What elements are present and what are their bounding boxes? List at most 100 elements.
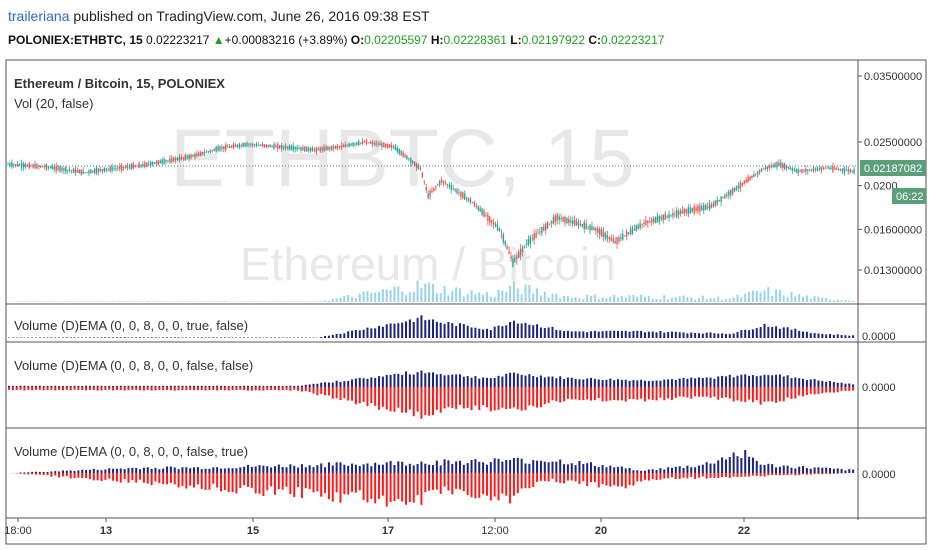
candle-body	[467, 197, 470, 202]
dema-3-bar-positive	[832, 468, 835, 473]
dema-2-bar-negative	[790, 387, 793, 399]
dema-3-bar-positive	[674, 466, 677, 473]
dema-3-bar-positive	[193, 467, 196, 473]
candle-body	[568, 219, 570, 223]
volume-bar	[647, 296, 650, 302]
dema-1-bar	[489, 330, 492, 338]
candle-body	[15, 163, 17, 166]
candle-body	[433, 187, 435, 191]
dema-3-bar-positive	[852, 469, 855, 473]
dema-1-bar	[297, 337, 300, 338]
dema-2-bar-negative	[131, 387, 134, 390]
dema-1-bar	[146, 337, 149, 338]
dema-1-bar	[100, 337, 103, 338]
dema-2-bar-positive	[578, 379, 581, 387]
candle-body	[437, 184, 439, 186]
dema-3-bar-positive	[470, 459, 473, 473]
dema-2-bar-positive	[790, 378, 793, 387]
candle-body	[9, 163, 11, 166]
dema-1-bar	[115, 337, 118, 338]
author-link[interactable]: traileriana	[8, 8, 70, 24]
candle-body	[610, 238, 612, 241]
dema-2-bar-negative	[551, 387, 554, 401]
dema-2-bar-negative	[470, 387, 473, 411]
candle-body	[173, 157, 175, 162]
candle-body	[641, 224, 643, 226]
dema-2-bar-negative	[802, 387, 805, 397]
candle-body	[178, 156, 181, 161]
dema-2-bar-positive	[312, 383, 315, 387]
dema-3-bar-negative	[42, 473, 45, 476]
candle-body	[766, 166, 769, 169]
dema-3-bar-negative	[736, 473, 739, 478]
candle-body	[423, 181, 425, 183]
dema-1-bar	[724, 334, 727, 338]
dema-1-bar	[547, 327, 550, 338]
dema-3-bar-negative	[836, 473, 839, 474]
volume-bar	[721, 299, 724, 302]
dema-2-bar-negative	[694, 387, 697, 397]
candle-body	[275, 145, 277, 148]
dema-3-bar-negative	[713, 473, 716, 478]
dema-3-bar-positive	[308, 465, 311, 473]
low-label: L:	[510, 33, 522, 47]
dema-2-bar-positive	[304, 384, 307, 387]
candle-body	[269, 144, 271, 148]
dema-2-bar-positive	[624, 379, 627, 387]
dema-3-bar-positive	[620, 466, 623, 473]
dema-3-bar-negative	[478, 473, 481, 498]
dema-1-bar	[478, 328, 481, 338]
candle-body	[841, 168, 844, 171]
candle-body	[645, 220, 647, 226]
volume-bar	[578, 298, 581, 302]
dema-1-bar	[69, 337, 72, 338]
dema-2-bar-negative	[516, 387, 519, 410]
dema-3-bar-positive	[351, 463, 354, 473]
dema-3-bar-positive	[139, 469, 142, 473]
dema-3-bar-positive	[27, 472, 30, 473]
candle-body	[165, 160, 167, 162]
dema-2-bar-negative	[401, 387, 404, 413]
candle-body	[205, 151, 208, 153]
volume-bar	[605, 298, 608, 302]
dema-2-bar-negative	[312, 387, 315, 394]
dema-3-bar-negative	[775, 473, 778, 476]
dema-3-bar-negative	[73, 473, 76, 479]
dema-3-bar-positive	[721, 457, 724, 473]
candle-body	[176, 157, 179, 161]
dema-2-bar-negative	[497, 387, 500, 410]
dema-2-bar-positive	[38, 385, 41, 387]
dema-2-bar-negative	[408, 387, 411, 410]
dema-3-bar-positive	[54, 471, 57, 473]
candle-body	[390, 144, 393, 149]
dema-3-bar-positive	[235, 468, 238, 473]
dema-3-bar-positive	[640, 470, 643, 473]
dema-2-bar-negative	[570, 387, 573, 400]
candle-body	[99, 169, 102, 172]
dema-2-bar-positive	[193, 385, 196, 387]
dema-3-bar-positive	[493, 458, 496, 473]
candle-body	[186, 156, 188, 159]
candle-body	[290, 145, 293, 150]
dema-2-bar-negative	[50, 387, 53, 390]
candle-body	[597, 228, 599, 233]
volume-bar	[543, 291, 546, 302]
dema-1-bar	[85, 337, 88, 338]
dema-3-bar-positive	[420, 461, 423, 473]
candle-body	[415, 162, 418, 168]
dema-2-bar-positive	[520, 374, 523, 387]
dema-1-bar	[790, 329, 793, 338]
dema-1-bar	[466, 325, 469, 338]
dema-3-bar-positive	[748, 456, 751, 473]
dema-1-bar	[424, 320, 427, 338]
volume-bar	[663, 295, 666, 302]
candle-body	[321, 147, 323, 151]
dema-1-bar	[385, 324, 388, 338]
candle-body	[124, 166, 127, 168]
candle-body	[816, 167, 819, 171]
candle-body	[412, 161, 414, 163]
candle-body	[519, 248, 522, 256]
dema-2-bar-negative	[728, 387, 731, 399]
dema-1-bar	[732, 333, 735, 338]
